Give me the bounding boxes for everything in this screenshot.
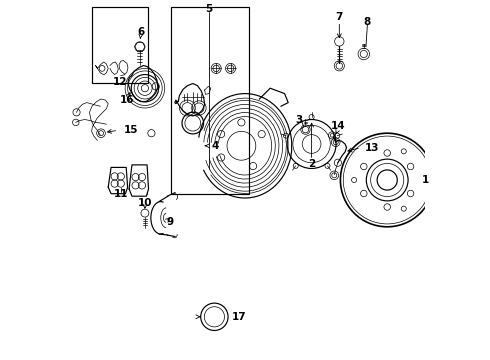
Polygon shape [108, 167, 127, 194]
Text: 14: 14 [331, 121, 345, 131]
Text: 16: 16 [120, 95, 134, 105]
Text: 10: 10 [138, 198, 152, 208]
Bar [171, 7, 248, 194]
Text: 17: 17 [231, 312, 246, 322]
Text: 15: 15 [123, 125, 138, 135]
Text: 8: 8 [364, 17, 371, 27]
Text: 2: 2 [308, 159, 315, 169]
Text: 7: 7 [336, 12, 343, 22]
Polygon shape [129, 165, 148, 196]
Text: 12: 12 [113, 77, 127, 87]
Text: 13: 13 [365, 143, 379, 153]
Text: 3: 3 [295, 114, 303, 125]
Text: 4: 4 [212, 141, 219, 151]
Text: 1: 1 [422, 175, 429, 185]
Text: 5: 5 [205, 4, 213, 14]
Text: 11: 11 [114, 189, 128, 199]
Text: 6: 6 [137, 27, 144, 37]
Bar [92, 7, 148, 83]
Text: 9: 9 [167, 217, 173, 227]
